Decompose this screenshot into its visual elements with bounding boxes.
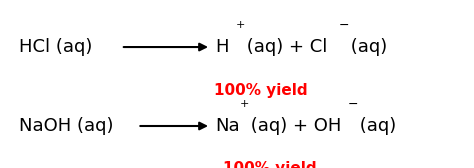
Text: −: − (339, 19, 349, 32)
Text: H: H (216, 38, 229, 56)
Text: +: + (236, 20, 245, 30)
Text: (aq) + OH: (aq) + OH (245, 117, 341, 135)
Text: −: − (347, 98, 358, 111)
Text: (aq): (aq) (345, 38, 387, 56)
Text: 100% yield: 100% yield (214, 83, 308, 98)
Text: (aq): (aq) (354, 117, 396, 135)
Text: 100% yield: 100% yield (223, 160, 317, 168)
Text: HCl (aq): HCl (aq) (19, 38, 92, 56)
Text: (aq) + Cl: (aq) + Cl (241, 38, 327, 56)
Text: +: + (240, 99, 249, 109)
Text: NaOH (aq): NaOH (aq) (19, 117, 113, 135)
Text: Na: Na (216, 117, 240, 135)
